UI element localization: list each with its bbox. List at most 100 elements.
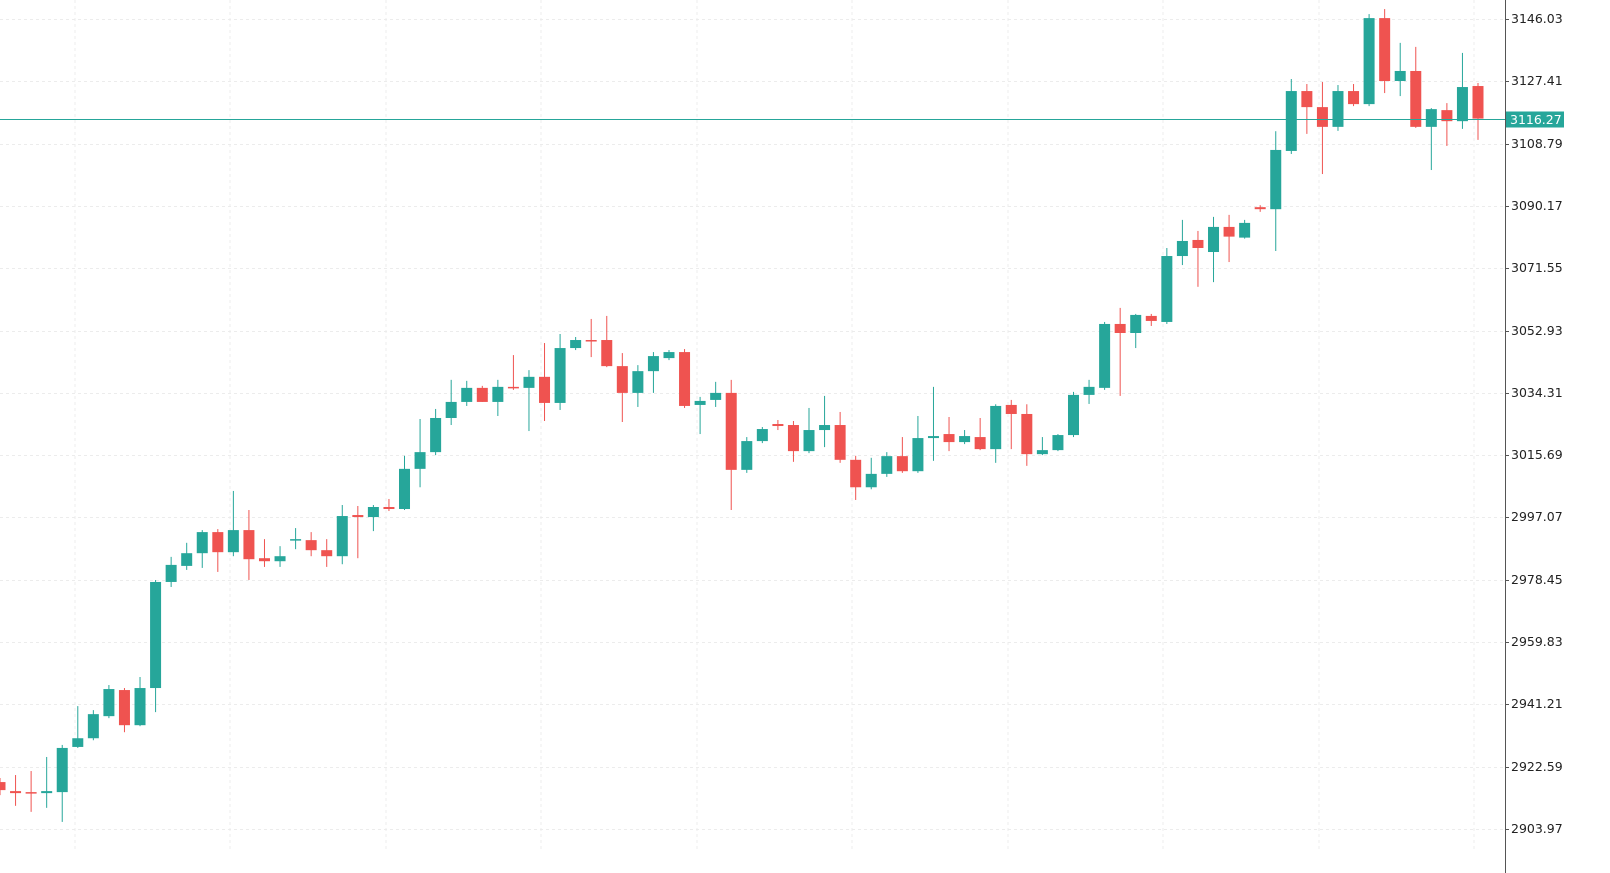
current-price-box xyxy=(1506,111,1564,128)
candle-body xyxy=(710,392,722,400)
candle-body xyxy=(0,782,6,791)
candle-body xyxy=(959,436,971,443)
candle-body xyxy=(616,366,628,393)
candle-body xyxy=(165,564,177,582)
candle-body xyxy=(1441,110,1453,122)
candle-body xyxy=(1052,435,1064,451)
y-tick-label: 3090.17 xyxy=(1511,198,1563,213)
candle-body xyxy=(819,425,831,431)
candle-body xyxy=(181,553,193,566)
candle-body xyxy=(1301,91,1313,108)
candle-body xyxy=(912,438,924,472)
candle-body xyxy=(1067,394,1079,436)
candle-body xyxy=(1270,149,1282,210)
candle-body xyxy=(305,540,317,551)
candle-body xyxy=(632,371,644,393)
candle-body xyxy=(741,441,753,470)
candle-body xyxy=(1145,315,1157,321)
y-tick-label: 3034.31 xyxy=(1511,385,1563,400)
candle-body xyxy=(1114,323,1126,333)
candle-body xyxy=(103,689,115,717)
candle-body xyxy=(601,340,613,367)
candle-body xyxy=(10,791,22,794)
candle-body xyxy=(772,424,784,427)
candle-body xyxy=(1021,413,1033,455)
candle-body xyxy=(430,417,442,453)
candle-body xyxy=(523,376,535,388)
candle-body xyxy=(1472,86,1484,119)
candle-body xyxy=(1348,91,1360,105)
candle-body xyxy=(1099,323,1111,388)
candle-body xyxy=(290,539,302,541)
candle-body xyxy=(274,556,286,562)
candle-body xyxy=(1083,386,1095,395)
candle-body xyxy=(1316,107,1328,127)
y-tick-labels: 2903.97 2922.59 2941.21 2959.83 2978.45 2997.… xyxy=(1505,11,1563,836)
candle-body xyxy=(1005,404,1017,414)
candle-body xyxy=(352,515,364,518)
candle-body xyxy=(1239,222,1251,238)
candle-body xyxy=(212,532,224,553)
candle-body xyxy=(1456,87,1468,122)
candle-body xyxy=(803,430,815,452)
candle-body xyxy=(1192,239,1204,248)
candle-body xyxy=(367,507,379,518)
candle-body xyxy=(336,516,348,557)
candle-body xyxy=(150,581,162,689)
y-tick-label: 3071.55 xyxy=(1511,260,1563,275)
candle-body xyxy=(399,468,411,510)
candle-body xyxy=(72,738,84,747)
candle-body xyxy=(1363,18,1375,105)
y-tick-label: 3015.69 xyxy=(1511,447,1563,462)
candle-body xyxy=(1332,91,1344,127)
candle-body xyxy=(25,792,37,794)
candle-body xyxy=(881,456,893,474)
candle-body xyxy=(461,387,473,402)
candle-body xyxy=(243,530,255,560)
candle-body xyxy=(476,387,488,402)
y-tick-label: 2941.21 xyxy=(1511,696,1563,711)
candle-body xyxy=(1394,70,1406,82)
y-tick-label: 2997.07 xyxy=(1511,509,1563,524)
candle-body xyxy=(539,376,551,403)
candle-body xyxy=(834,425,846,460)
y-tick-label: 2903.97 xyxy=(1511,821,1563,836)
candle-body xyxy=(507,386,519,389)
candle-body xyxy=(787,425,799,452)
y-tick-label: 2978.45 xyxy=(1511,572,1563,587)
y-tick-label: 3146.03 xyxy=(1511,11,1563,26)
candle-body xyxy=(321,550,333,557)
candle-body xyxy=(1285,91,1297,151)
y-tick-label: 3052.93 xyxy=(1511,323,1563,338)
candle-body xyxy=(585,340,597,342)
candle-body xyxy=(990,405,1002,450)
candle-body xyxy=(974,437,986,450)
candle-body xyxy=(56,747,68,793)
candle-body xyxy=(41,791,53,794)
candle-body xyxy=(570,340,582,349)
candle-body xyxy=(134,688,146,726)
candle-body xyxy=(850,459,862,488)
candle-body xyxy=(492,386,504,402)
candle-body xyxy=(1425,109,1437,127)
grid xyxy=(0,19,1505,830)
candle-body xyxy=(1379,18,1391,82)
candle-body xyxy=(663,352,675,359)
candle-body xyxy=(383,507,395,510)
candle-body xyxy=(1208,226,1220,253)
candle-body xyxy=(196,532,208,554)
candle-body xyxy=(1130,314,1142,333)
candle-body xyxy=(865,473,877,488)
candle-body xyxy=(227,530,239,553)
y-tick-label: 3108.79 xyxy=(1511,136,1563,151)
candle-body xyxy=(943,434,955,443)
candle-body xyxy=(118,690,130,726)
candles xyxy=(0,9,1484,822)
candle-body xyxy=(414,452,426,469)
candle-body xyxy=(756,429,768,442)
candle-body xyxy=(896,456,908,472)
candle-body xyxy=(1176,240,1188,257)
candle-body xyxy=(1223,226,1235,237)
candle-body xyxy=(679,352,691,406)
